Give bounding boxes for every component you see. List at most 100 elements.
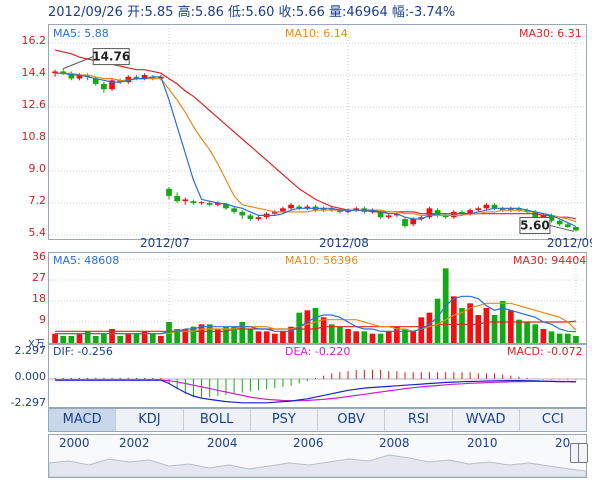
volume-bar — [328, 324, 335, 343]
volume-bar — [475, 315, 482, 343]
volume-bar — [280, 331, 286, 343]
range-handle-right[interactable] — [578, 443, 588, 463]
macd-y-tick: 2.297 — [14, 344, 47, 357]
volume-bar — [361, 331, 368, 343]
volume-bar — [214, 329, 221, 343]
header-open: 5.85 — [144, 5, 174, 20]
volume-bar — [288, 326, 294, 343]
volume-bar — [320, 317, 327, 343]
volume-bar — [76, 333, 83, 343]
tab-boll[interactable]: BOLL — [184, 409, 251, 431]
volume-bar — [516, 319, 522, 343]
tab-psy[interactable]: PSY — [251, 409, 318, 431]
volume-bar — [491, 315, 498, 343]
candle-body — [166, 188, 172, 196]
high-price-marker-text: 14.76 — [92, 50, 130, 64]
volume-y-tick: 36 — [32, 250, 46, 263]
nav-year-2012: 20 — [555, 436, 571, 450]
volume-bar — [206, 324, 213, 343]
candle-body — [247, 215, 254, 219]
price-y-tick: 10.8 — [21, 130, 47, 143]
price-x-tick: 2012/08 — [319, 236, 369, 250]
indicator-tabs: MACD KDJ BOLL PSY OBV RSI WVAD CCI — [48, 408, 587, 432]
nav-year-2008: 2008 — [379, 436, 410, 450]
volume-unit: X万 — [28, 339, 45, 350]
dif-line — [55, 379, 576, 404]
price-y-tick: 7.2 — [28, 194, 47, 207]
candle-body — [149, 76, 156, 79]
candle-body — [377, 211, 384, 218]
volume-bar — [133, 333, 140, 343]
volume-bar — [101, 333, 107, 343]
volume-bar — [548, 331, 555, 343]
volume-bar — [564, 333, 571, 343]
volume-panel[interactable]: MA5: 48608 MA10: 56396 MA30: 94404 — [48, 252, 587, 344]
header-high: 5.86 — [194, 5, 224, 20]
volume-bar — [190, 326, 197, 343]
price-panel[interactable]: 14.76 5.60 MA5: 5.88 MA10: 6.14 MA30: 6.3… — [48, 24, 587, 240]
volume-bar — [337, 326, 343, 343]
volume-bar — [459, 308, 465, 343]
candle-body — [394, 213, 400, 216]
volume-y-tick: 9 — [39, 313, 46, 326]
candle-body — [564, 224, 571, 227]
tab-rsi[interactable]: RSI — [385, 409, 453, 431]
volume-bar — [402, 329, 408, 343]
candle-body — [507, 208, 514, 211]
candle-body — [68, 73, 75, 79]
tab-macd[interactable]: MACD — [49, 409, 117, 431]
volume-bar — [198, 324, 205, 343]
candle-body — [117, 80, 124, 83]
header-date: 2012/09/26 — [48, 5, 123, 20]
volume-bar — [239, 322, 246, 343]
candle-body — [573, 227, 579, 231]
volume-bar — [573, 336, 579, 343]
nav-year-2010: 2010 — [467, 436, 498, 450]
tab-obv[interactable]: OBV — [318, 409, 386, 431]
price-y-tick: 14.4 — [21, 66, 47, 79]
candle-body — [320, 208, 327, 211]
nav-year-2000: 2000 — [59, 436, 90, 450]
volume-y-tick: 27 — [32, 271, 46, 284]
tab-kdj[interactable]: KDJ — [116, 409, 184, 431]
volume-chart-svg — [49, 253, 586, 343]
ma30-line — [54, 49, 577, 220]
candle-body — [499, 208, 506, 211]
volume-bar — [304, 310, 311, 343]
volume-bar — [377, 333, 384, 343]
tab-cci[interactable]: CCI — [541, 412, 564, 427]
time-navigator[interactable]: 2000 2002 2004 2006 2008 2010 20 — [48, 434, 588, 478]
vol-ma5-line — [55, 295, 576, 335]
candle-body — [402, 219, 408, 227]
volume-bar — [532, 324, 539, 343]
volume-bar — [109, 329, 115, 343]
candle-body — [483, 204, 490, 209]
macd-panel[interactable]: DIF: -0.256 DEA: -0.220 MACD: -0.072 — [48, 344, 587, 408]
volume-bar — [451, 296, 457, 343]
price-x-tick: 2012/07 — [140, 236, 190, 250]
candle-body — [345, 210, 351, 212]
candle-body — [516, 208, 522, 211]
candle-body — [418, 217, 425, 219]
volume-bar — [125, 333, 132, 343]
nav-year-2006: 2006 — [293, 436, 324, 450]
macd-legend: MACD: -0.072 — [507, 345, 583, 358]
candle-body — [426, 208, 433, 218]
candle-body — [182, 199, 189, 202]
candle-body — [206, 203, 213, 205]
ohlc-header: 2012/09/26 开:5.85 高:5.86 低:5.60 收:5.66 量… — [48, 1, 455, 20]
candle-body — [442, 215, 449, 218]
candle-body — [76, 75, 83, 79]
candle-body — [556, 220, 563, 225]
candle-body — [337, 210, 343, 212]
candle-body — [52, 71, 58, 74]
candle-body — [84, 75, 91, 77]
candle-body — [532, 211, 539, 218]
header-change-label: 幅: — [391, 5, 410, 20]
header-low-label: 低: — [228, 5, 246, 20]
volume-bar — [68, 336, 75, 343]
tab-wvad[interactable]: WVAD — [453, 409, 520, 431]
volume-bar — [231, 326, 237, 343]
candle-body — [271, 211, 278, 214]
price-y-tick: 16.2 — [21, 34, 47, 47]
